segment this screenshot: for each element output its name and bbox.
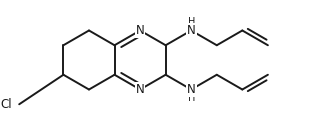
Text: N: N [187, 24, 196, 37]
Text: H: H [187, 17, 195, 27]
Text: N: N [136, 24, 145, 37]
Text: N: N [136, 83, 145, 96]
Text: H: H [187, 93, 195, 103]
Text: Cl: Cl [1, 98, 12, 111]
Text: N: N [187, 83, 196, 96]
